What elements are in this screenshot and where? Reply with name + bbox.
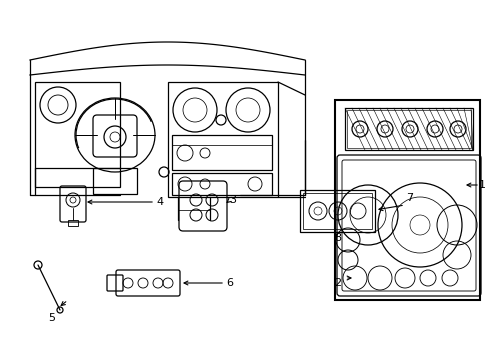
Bar <box>303 193 371 229</box>
Bar <box>68 220 78 226</box>
Text: 3: 3 <box>229 195 236 205</box>
Bar <box>345 108 472 150</box>
Circle shape <box>355 125 363 133</box>
Text: 8: 8 <box>334 233 341 243</box>
Bar <box>172 135 271 170</box>
Bar <box>35 82 120 187</box>
Circle shape <box>453 125 461 133</box>
Bar <box>172 173 271 195</box>
Text: 4: 4 <box>156 197 163 207</box>
Bar <box>168 82 278 197</box>
Bar <box>334 100 479 300</box>
Circle shape <box>376 121 392 137</box>
Text: 5: 5 <box>48 313 55 323</box>
Bar <box>93 168 137 194</box>
Circle shape <box>401 121 417 137</box>
Text: 1: 1 <box>478 180 485 190</box>
Bar <box>346 110 470 148</box>
Text: 6: 6 <box>226 278 233 288</box>
Text: 2: 2 <box>334 278 341 288</box>
Circle shape <box>405 125 413 133</box>
Circle shape <box>426 121 442 137</box>
Circle shape <box>380 125 388 133</box>
Bar <box>299 190 374 232</box>
Circle shape <box>430 125 438 133</box>
Circle shape <box>449 121 465 137</box>
Text: 7: 7 <box>406 193 413 203</box>
Circle shape <box>351 121 367 137</box>
